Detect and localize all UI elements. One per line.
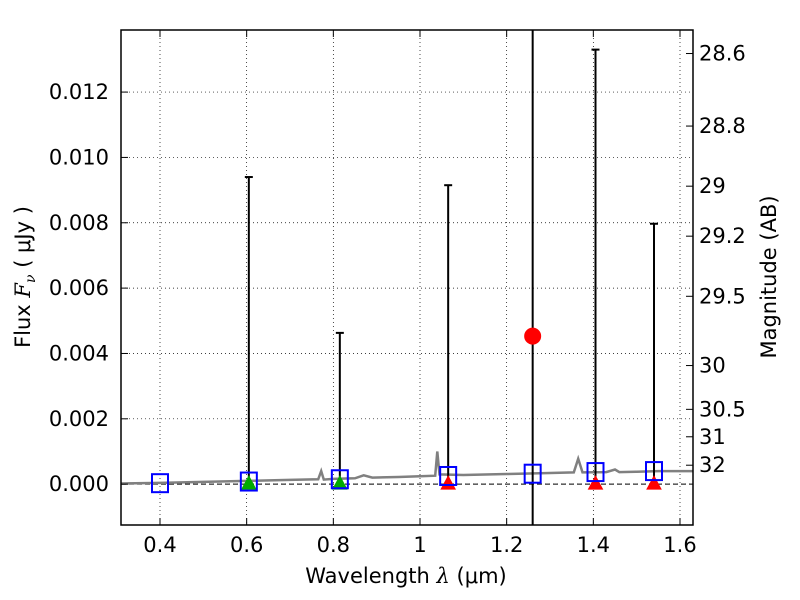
y-tick-label: 0.002 [49, 407, 109, 431]
y-tick-label: 0.008 [49, 211, 109, 235]
y-axis-subscript: ν [23, 274, 39, 283]
model-photometry-square [523, 463, 542, 484]
x-axis-symbol: λ [436, 564, 450, 588]
axis-ticks: 0.4 0.6 0.8 1 1.2 1.4 1.6 0.000 0.002 0.004 0.006 0… [49, 30, 746, 557]
magnitude-axis-title: Magnitude (AB) [757, 195, 781, 358]
magnitude-tick-label: 32 [699, 453, 726, 477]
upper-limit-triangle-red [646, 475, 662, 490]
y-axis-title: Flux Fν ( μJy ) [11, 206, 39, 348]
x-tick-label: 0.6 [230, 533, 263, 557]
y-tick-label: 0.012 [49, 80, 109, 104]
plot-frame [120, 29, 694, 526]
model-spectrum-line [121, 451, 693, 485]
model-photometry-square [586, 462, 605, 483]
x-tick-label: 1.4 [577, 533, 610, 557]
y-axis-units: μJy [11, 221, 35, 253]
model-photometry-square [645, 461, 663, 482]
x-axis-title-text: Wavelength [305, 564, 430, 588]
x-axis-title: Wavelength λ (μm) [305, 564, 506, 588]
y-tick-label: 0.000 [49, 472, 109, 496]
x-tick-label: 1.6 [663, 533, 696, 557]
x-axis-units: μm [465, 564, 499, 588]
y-tick-label: 0.004 [49, 341, 109, 365]
model-photometry-square [330, 469, 349, 490]
magnitude-tick-label: 28.6 [699, 42, 746, 66]
detection-point [524, 327, 542, 345]
x-tick-label: 1.2 [490, 533, 523, 557]
y-axis-title-text: Flux [11, 304, 35, 348]
magnitude-tick-label: 31 [699, 425, 726, 449]
x-tick-label: 0.4 [143, 533, 176, 557]
magnitude-tick-label: 30 [699, 354, 726, 378]
magnitude-tick-label: 29.5 [699, 284, 746, 308]
y-axis-symbol: F [11, 282, 35, 299]
magnitude-tick-label: 29 [699, 174, 726, 198]
x-tick-label: 1 [413, 533, 426, 557]
magnitude-tick-label: 30.5 [699, 397, 746, 421]
upper-limit-triangle-green [240, 475, 257, 490]
x-tick-label: 0.8 [317, 533, 350, 557]
y-tick-label: 0.006 [49, 276, 109, 300]
plot-area [121, 30, 693, 525]
model-photometry-square [151, 473, 169, 494]
data-series [121, 30, 693, 525]
magnitude-tick-label: 29.2 [699, 224, 746, 248]
model-photometry-square [239, 471, 258, 492]
model-photometry-square [439, 465, 458, 486]
y-tick-label: 0.010 [49, 145, 109, 169]
upper-limit-triangle-red [587, 475, 604, 490]
magnitude-tick-label: 28.8 [699, 114, 746, 138]
